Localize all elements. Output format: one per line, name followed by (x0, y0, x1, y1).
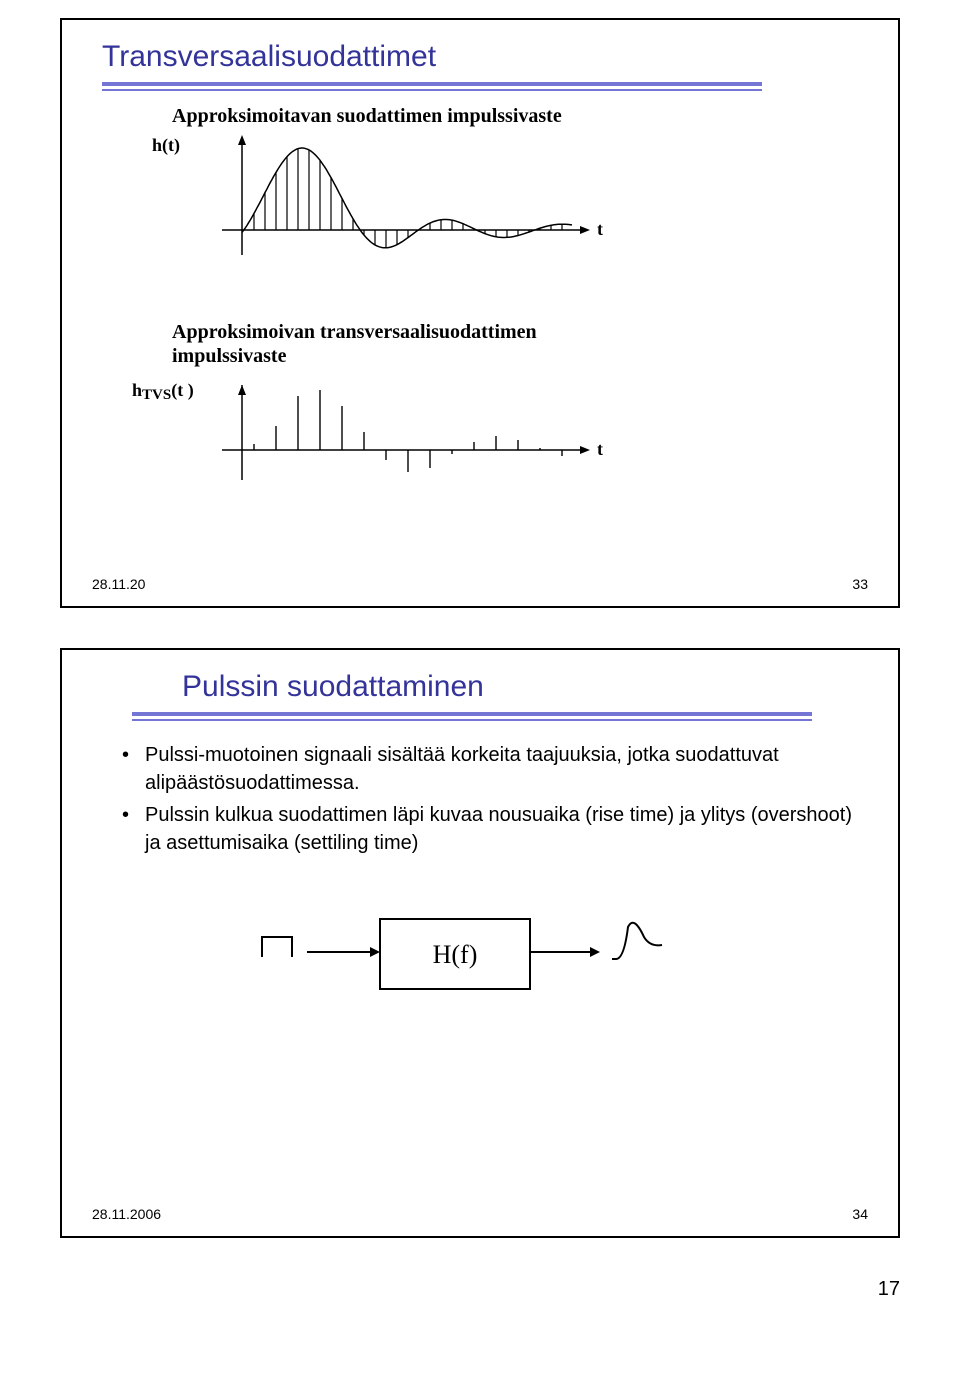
sinc-curve (242, 148, 572, 248)
slide1-date: 28.11.20 (92, 576, 145, 592)
slide1-title: Transversaalisuodattimet (102, 40, 868, 74)
figure-block-diagram: H(f) (92, 897, 868, 1077)
slide2-number: 34 (852, 1206, 868, 1222)
fig2-caption: Approksimoivan transversaalisuodattimen … (172, 320, 537, 368)
slide2-title: Pulssin suodattaminen (182, 670, 868, 704)
sinc-plot: t (182, 135, 702, 305)
bullet-list: • Pulssi-muotoinen signaali sisältää kor… (122, 741, 868, 857)
tvs-bars (254, 390, 562, 472)
slide-1: Transversaalisuodattimet Approksimoitava… (60, 18, 900, 608)
fig1-xlabel: t (597, 219, 603, 239)
fig1-ylabel: h(t) (152, 135, 180, 156)
slide-2: Pulssin suodattaminen • Pulssi-muotoinen… (60, 648, 900, 1238)
figure-impulse-responses: Approksimoitavan suodattimen impulssivas… (102, 105, 868, 555)
sinc-sample-bars (254, 149, 562, 248)
output-pulse-icon (612, 923, 662, 959)
fig1-caption: Approksimoitavan suodattimen impulssivas… (172, 105, 562, 128)
block-label: H(f) (433, 940, 478, 969)
tvs-plot: t (182, 385, 702, 515)
title-underline (102, 82, 868, 91)
bullet-text: Pulssin kulkua suodattimen läpi kuvaa no… (145, 801, 868, 857)
bullet-item: • Pulssin kulkua suodattimen läpi kuvaa … (122, 801, 868, 857)
page-number: 17 (0, 1278, 900, 1301)
slide1-number: 33 (852, 576, 868, 592)
input-pulse-icon (262, 937, 292, 957)
bullet-text: Pulssi-muotoinen signaali sisältää korke… (145, 741, 868, 797)
slide2-date: 28.11.2006 (92, 1206, 161, 1222)
bullet-item: • Pulssi-muotoinen signaali sisältää kor… (122, 741, 868, 797)
fig2-xlabel: t (597, 439, 603, 459)
title-underline-2 (132, 712, 868, 721)
